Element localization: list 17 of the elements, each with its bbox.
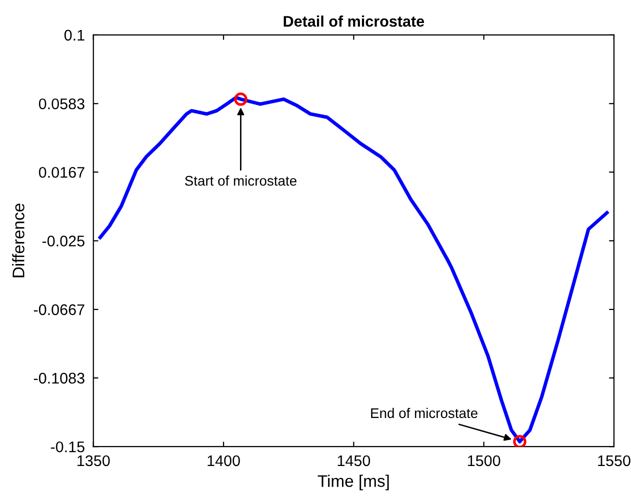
y-tick-label: -0.025 [42, 236, 84, 246]
y-tick-label: -0.1083 [34, 372, 84, 384]
x-tick-label: 1550 [598, 455, 630, 466]
x-tick-label: 1400 [208, 455, 240, 466]
x-axis-title: Time [ms] [318, 474, 389, 490]
y-tick-label: -0.15 [50, 441, 84, 452]
y-tick-label: -0.0667 [34, 304, 84, 316]
x-tick-label: 1350 [78, 455, 110, 466]
y-tick-label: 0.0167 [38, 166, 84, 178]
y-axis-title: Difference [12, 204, 24, 278]
chart-title: Detail of microstate [284, 16, 424, 27]
annotation: Start of microstate [185, 176, 296, 186]
annotation: End of microstate [371, 408, 478, 418]
x-tick-label: 1450 [338, 455, 370, 466]
x-tick-label: 1500 [468, 455, 500, 466]
y-tick-label: 0.0583 [38, 98, 84, 110]
y-tick-label: 0.1 [64, 30, 84, 41]
